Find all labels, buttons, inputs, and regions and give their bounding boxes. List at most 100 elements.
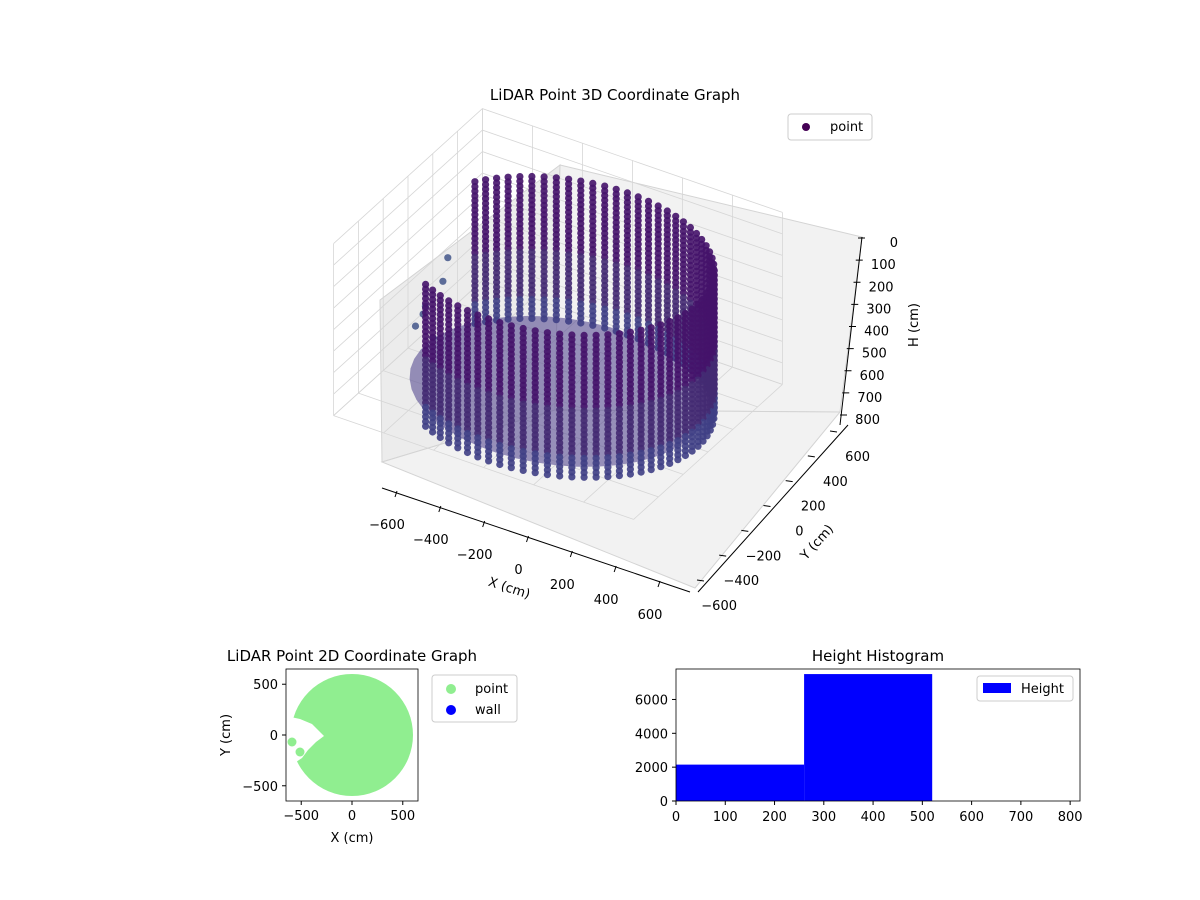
chart2d-legend: point wall <box>431 674 518 723</box>
chart3d-x-tick <box>482 520 486 528</box>
chart3d-point <box>519 466 527 474</box>
histogram-y-tick-label: 4000 <box>635 727 668 742</box>
histogram-legend: Height <box>976 675 1074 702</box>
chart3d-x-tick <box>526 535 529 543</box>
chart3d-z-axis-line <box>839 236 863 426</box>
chart2d-y-tick-label: 0 <box>270 729 278 744</box>
chart3d-point <box>439 277 447 285</box>
chart2d-y-axis-label: Y (cm) <box>219 714 234 757</box>
chart3d-z-tick-label: 600 <box>860 369 885 384</box>
histogram-y-tick-label: 0 <box>660 795 668 810</box>
chart3d-point <box>463 448 472 457</box>
chart3d-points <box>409 172 718 481</box>
chart3d-point <box>626 470 635 478</box>
chart2d-legend-label-point: point <box>475 682 508 697</box>
chart3d-z-tick-label: 400 <box>864 325 889 340</box>
chart2d-legend-marker-wall <box>446 705 456 715</box>
chart3d-legend-marker-point <box>802 123 810 131</box>
chart2d-x-tick-label: 0 <box>348 809 356 824</box>
chart3d-x-tick-label: 600 <box>638 608 663 623</box>
chart3d-z-tick-label: 300 <box>866 302 891 317</box>
chart3d-y-tick <box>763 505 771 507</box>
chart3d-y-tick <box>741 529 749 532</box>
chart2d-x-tick-label: −500 <box>283 809 319 824</box>
chart3d-y-tick <box>807 455 815 458</box>
histogram-frame <box>675 668 1081 802</box>
chart3d-point <box>592 473 600 481</box>
chart3d-x-tick <box>569 550 573 558</box>
chart2d-points <box>286 674 413 796</box>
chart3d-point <box>528 314 536 322</box>
histogram-title: Height Histogram <box>812 647 944 665</box>
chart3d-point <box>474 453 482 461</box>
chart2d-y-tick-label: −500 <box>242 780 278 795</box>
histogram-ticks: 0 100 200 300 400 500 600 700 800 0 2000 4000 6000 <box>635 693 1083 825</box>
chart3d-y-tick <box>829 430 838 433</box>
lidar-2d-chart: LiDAR Point 2D Coordinate Graph −500 0 500… <box>219 647 518 846</box>
chart3d-y-tick-label: −600 <box>701 599 737 614</box>
chart3d-point <box>552 316 560 324</box>
chart3d-x-tick-label: −600 <box>369 518 405 533</box>
lidar-3d-chart: LiDAR Point 3D Coordinate Graph −600 −400… <box>333 86 922 623</box>
chart3d-point <box>454 444 462 452</box>
chart3d-gridline <box>333 415 634 520</box>
chart3d-title: LiDAR Point 3D Coordinate Graph <box>490 86 740 104</box>
chart3d-z-axis-label: H (cm) <box>907 303 922 347</box>
chart3d-point <box>589 321 597 329</box>
chart3d-point <box>444 254 452 262</box>
chart2d-gap <box>286 716 324 768</box>
chart3d-y-tick-label: 200 <box>801 500 826 515</box>
histogram-x-tick-label: 100 <box>713 810 738 825</box>
chart3d-x-tick <box>613 565 617 573</box>
chart3d-gridline <box>333 129 783 266</box>
chart3d-point <box>615 472 624 480</box>
chart3d-z-tick-label: 0 <box>890 236 898 251</box>
chart3d-point <box>637 468 645 476</box>
chart3d-x-tick-label: 0 <box>514 563 522 578</box>
chart3d-point <box>531 469 539 477</box>
chart3d-y-tick-label: −200 <box>746 549 782 564</box>
chart3d-point <box>688 447 696 455</box>
chart3d-point <box>694 442 702 450</box>
chart3d-point <box>540 315 548 323</box>
chart3d-point <box>568 473 576 481</box>
chart3d-point <box>604 473 612 481</box>
histogram-x-tick-label: 600 <box>959 810 984 825</box>
chart3d-point <box>422 422 430 430</box>
chart3d-x-axis-label: X (cm) <box>486 575 532 603</box>
chart3d-point <box>445 439 453 447</box>
chart3d-point <box>666 459 674 467</box>
chart3d-point <box>496 460 504 469</box>
chart3d-x-tick-label: −200 <box>457 548 493 563</box>
chart2d-title: LiDAR Point 2D Coordinate Graph <box>227 647 477 665</box>
histogram-x-tick-label: 200 <box>762 810 787 825</box>
chart3d-z-tick-label: 800 <box>855 413 880 428</box>
chart2d-point <box>287 737 297 747</box>
chart2d-x-tick-label: 500 <box>390 809 415 824</box>
chart3d-point <box>436 433 444 442</box>
chart3d-legend-box <box>787 113 873 141</box>
chart3d-x-tick-label: 200 <box>550 578 575 593</box>
chart2d-x-axis-label: X (cm) <box>331 831 374 846</box>
chart2d-legend-label-wall: wall <box>475 703 501 718</box>
chart3d-point <box>543 471 552 479</box>
chart3d-legend-label-point: point <box>830 120 863 135</box>
chart3d-point <box>507 464 515 472</box>
histogram-x-tick-label: 400 <box>861 810 886 825</box>
chart3d-y-tick-label: 600 <box>845 450 870 465</box>
chart3d-y-axis-line <box>697 424 849 593</box>
chart2d-point-cloud <box>291 674 413 796</box>
chart2d-point <box>295 747 305 757</box>
chart3d-y-tick-label: −400 <box>723 574 759 589</box>
chart3d-y-tick <box>785 480 793 483</box>
histogram-x-tick-label: 800 <box>1058 810 1083 825</box>
chart3d-x-tick-label: 400 <box>594 593 619 608</box>
chart2d-ticks: −500 0 500 −500 0 500 <box>242 678 415 824</box>
chart3d-z-tick-label: 700 <box>857 391 882 406</box>
chart3d-point <box>580 473 588 481</box>
chart3d-x-axis-line <box>381 487 691 593</box>
chart3d-legend: point <box>787 113 873 141</box>
chart3d-z-tick-label: 100 <box>871 258 896 273</box>
histogram-x-tick-label: 300 <box>811 810 836 825</box>
histogram-x-tick-label: 700 <box>1008 810 1033 825</box>
